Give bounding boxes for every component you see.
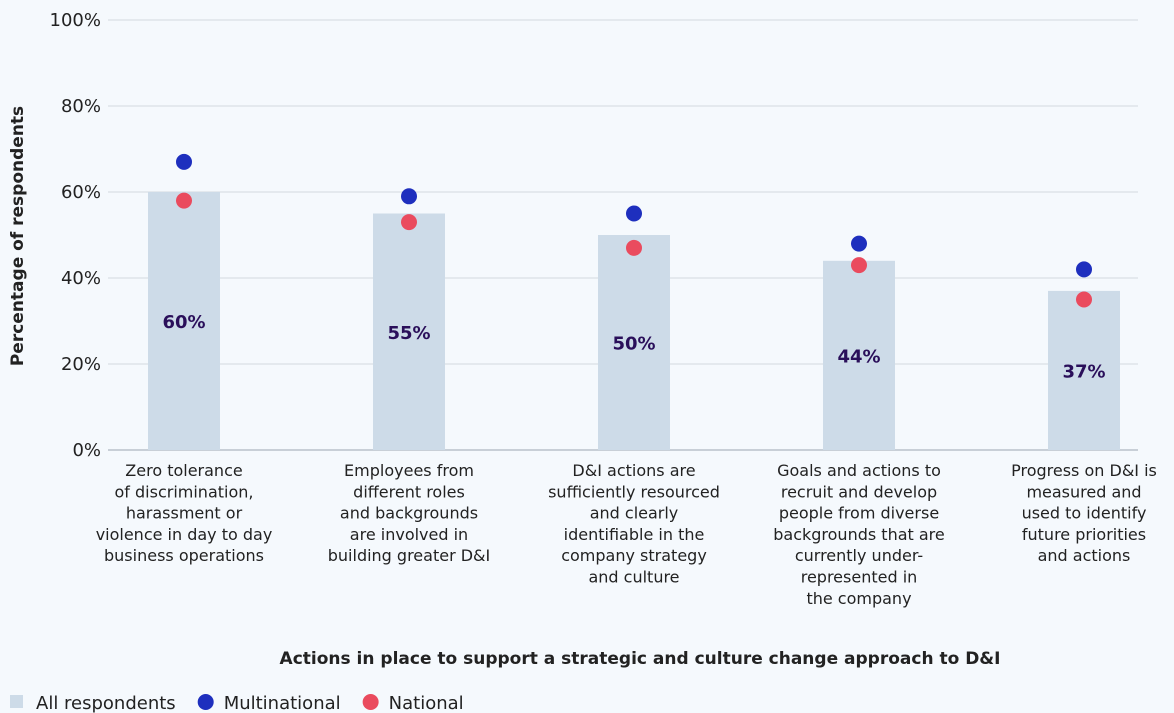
y-tick-label: 100% bbox=[50, 10, 101, 31]
bar-value-label: 60% bbox=[162, 312, 205, 333]
national-dot bbox=[176, 192, 192, 209]
multinational-dot bbox=[176, 153, 192, 170]
y-tick-label: 0% bbox=[72, 440, 101, 461]
legend-swatch-multinational bbox=[197, 694, 214, 710]
bar bbox=[148, 192, 220, 450]
y-tick-label: 40% bbox=[61, 268, 101, 289]
bar bbox=[823, 260, 895, 450]
y-tick-label: 20% bbox=[61, 354, 101, 375]
multinational-dot bbox=[851, 235, 867, 252]
x-category-label: D&I actions are sufficiently resourced and… bbox=[548, 461, 720, 587]
bar-value-label: 50% bbox=[612, 334, 655, 355]
bar bbox=[1048, 290, 1120, 450]
x-axis-title: Actions in place to support a strategic … bbox=[280, 649, 1001, 669]
bar bbox=[373, 213, 445, 450]
legend-swatch-national bbox=[362, 694, 379, 710]
legend: All respondents Multinational National bbox=[10, 693, 464, 713]
national-dot bbox=[1076, 291, 1092, 308]
y-tick-label: 60% bbox=[61, 182, 101, 203]
bar-value-label: 55% bbox=[387, 323, 430, 344]
legend-label-multinational: Multinational bbox=[224, 693, 341, 713]
bar-value-label: 44% bbox=[837, 346, 880, 367]
legend-label-all-respondents: All respondents bbox=[36, 693, 176, 713]
national-dot bbox=[626, 239, 642, 256]
x-category-label: Employees from different roles and backgro… bbox=[328, 461, 491, 565]
y-axis-ticks: 0% 20% 40% 60% 80% 100% bbox=[50, 10, 101, 461]
y-axis-title: Percentage of respondents bbox=[8, 106, 28, 366]
y-tick-label: 80% bbox=[61, 96, 101, 117]
legend-label-national: National bbox=[389, 693, 464, 713]
x-axis-categories: Zero tolerance of discrimination, harassme… bbox=[96, 461, 1157, 608]
bar-value-label: 37% bbox=[1062, 361, 1105, 382]
national-dot bbox=[851, 257, 867, 274]
multinational-dot bbox=[1076, 261, 1092, 278]
dots bbox=[176, 153, 1092, 308]
multinational-dot bbox=[626, 205, 642, 222]
x-category-label: Goals and actions to recruit and develop p… bbox=[773, 461, 945, 608]
legend-swatch-all-respondents bbox=[10, 695, 23, 708]
x-category-label: Zero tolerance of discrimination, harassme… bbox=[96, 461, 273, 565]
multinational-dot bbox=[401, 188, 417, 205]
national-dot bbox=[401, 214, 417, 231]
x-category-label: Progress on D&I is measured and used to id… bbox=[1011, 461, 1157, 565]
bar bbox=[598, 235, 670, 450]
bars: 60% 55% 50% 44% 37% bbox=[148, 192, 1120, 450]
